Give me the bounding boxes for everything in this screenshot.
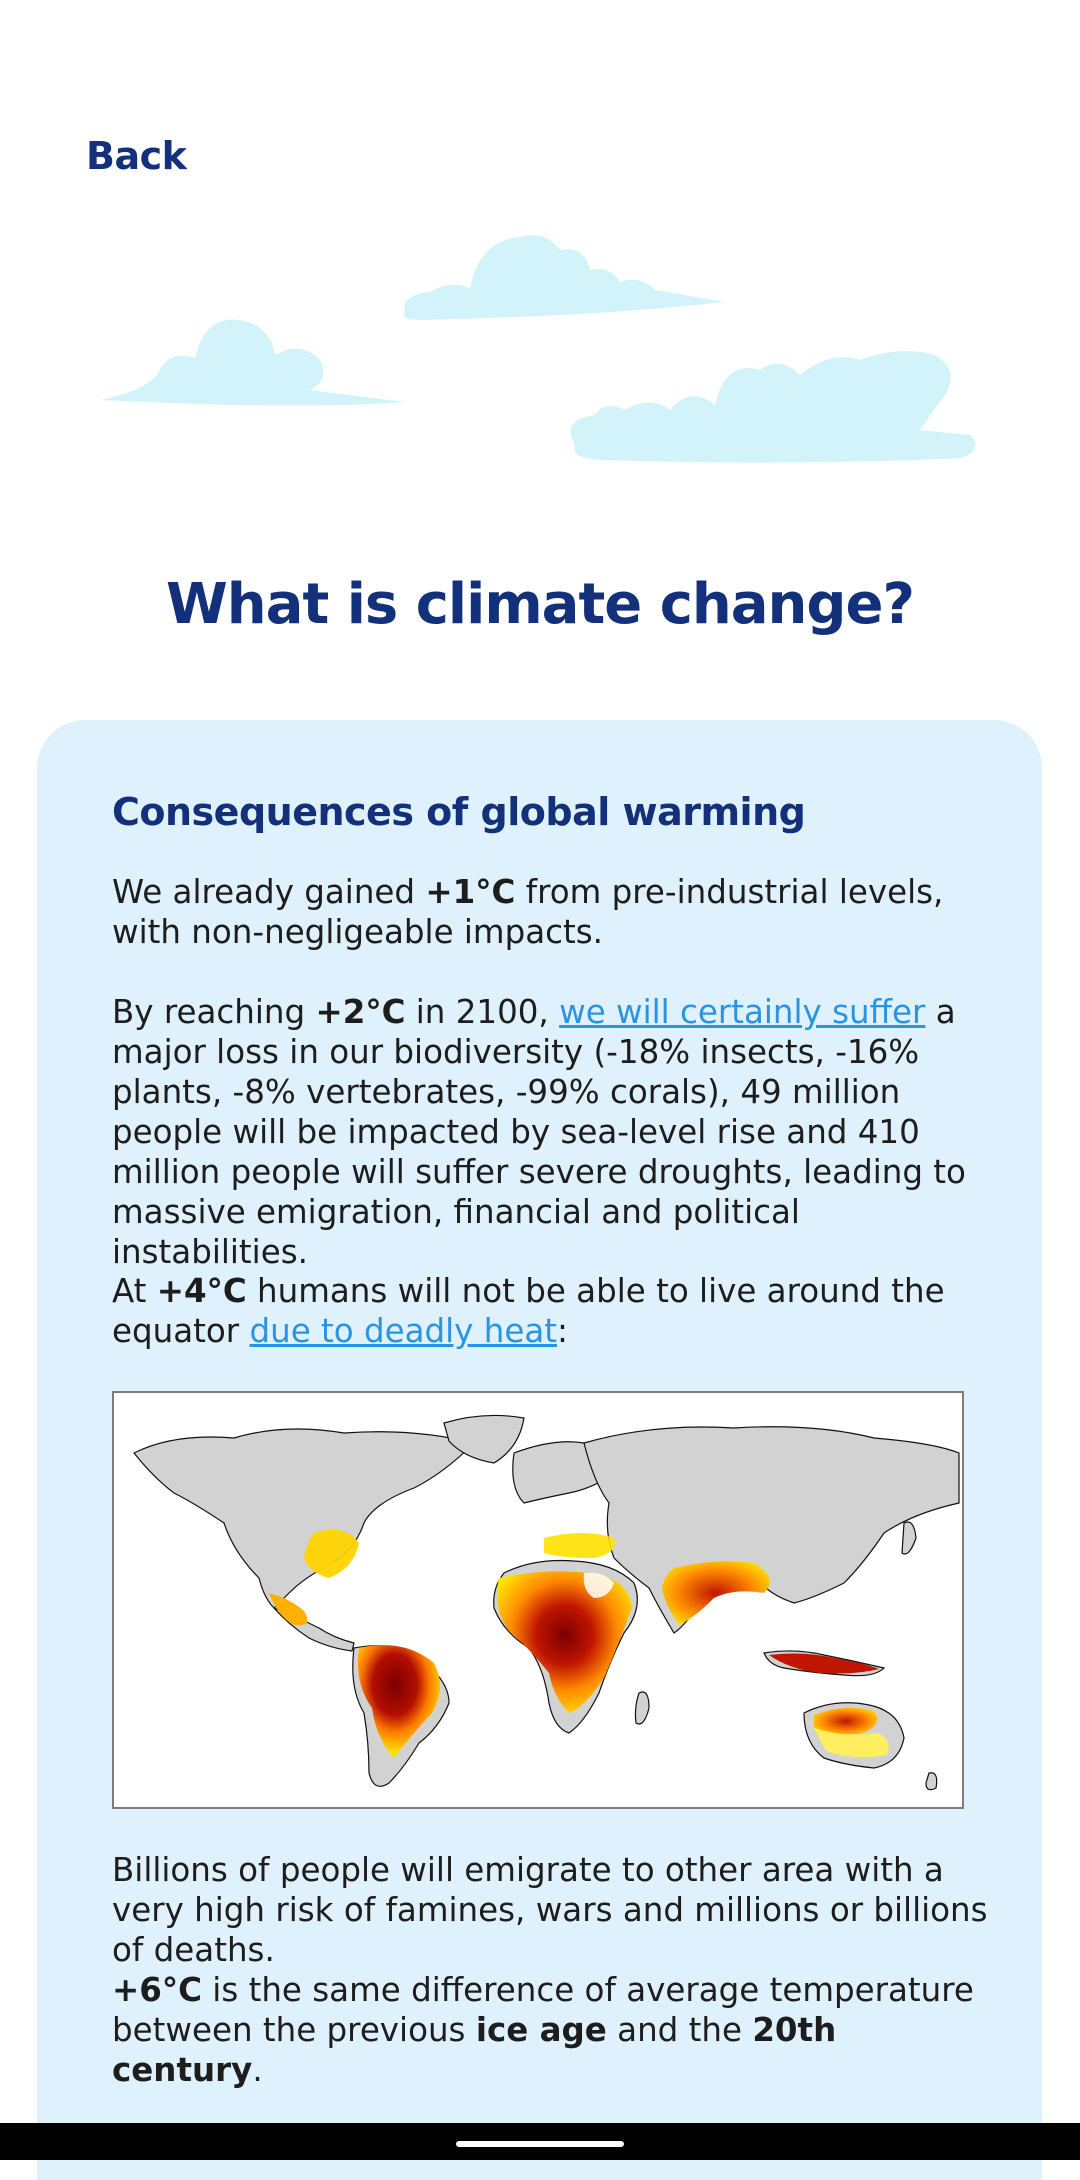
cloud-right — [570, 351, 976, 463]
suffer-link[interactable]: we will certainly suffer — [559, 993, 926, 1031]
paragraph-2: By reaching +2°C in 2100, we will certai… — [112, 993, 966, 1271]
paragraph-3: At +4°C humans will not be able to live … — [112, 1272, 945, 1350]
paragraph-1: We already gained +1°C from pre-industri… — [112, 873, 944, 951]
cloud-left — [100, 319, 405, 406]
deadly-heat-link[interactable]: due to deadly heat — [249, 1312, 557, 1350]
section-heading: Consequences of global warming — [112, 790, 806, 834]
paragraph-5: +6°C is the same difference of average t… — [112, 1971, 974, 2089]
content-card: Consequences of global warming We alread… — [37, 720, 1042, 2180]
page-title: What is climate change? — [166, 572, 915, 637]
clouds-illustration — [100, 235, 976, 463]
back-button[interactable]: Back — [86, 134, 187, 178]
paragraph-4: Billions of people will emigrate to othe… — [112, 1851, 988, 1969]
heat-world-map — [112, 1391, 964, 1809]
world-map-image — [133, 1414, 960, 1791]
home-gesture-handle[interactable] — [456, 2141, 624, 2147]
cloud-center — [404, 235, 725, 320]
